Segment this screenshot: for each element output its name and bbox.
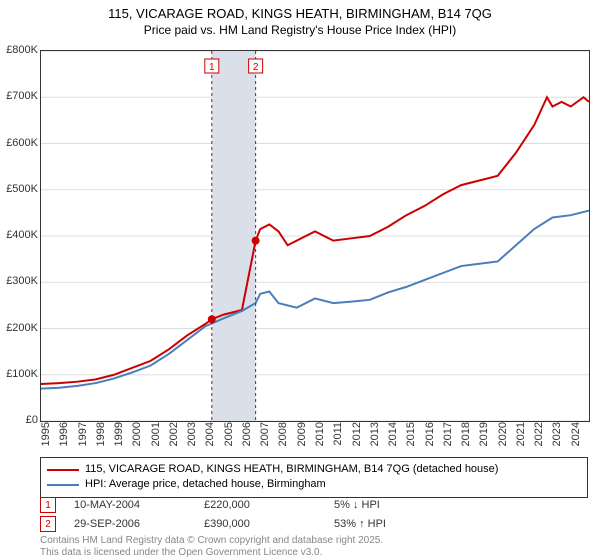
y-tick-label: £100K [6,368,38,380]
x-tick-label: 2003 [186,422,198,446]
transaction-price: £220,000 [204,499,334,511]
x-tick-label: 2018 [460,422,472,446]
x-tick-label: 1995 [40,422,52,446]
x-tick-label: 2020 [497,422,509,446]
x-tick-label: 2022 [533,422,545,446]
transaction-date: 29-SEP-2006 [74,518,204,530]
y-tick-label: £0 [26,414,38,426]
y-tick-label: £200K [6,322,38,334]
transaction-marker-icon: 1 [40,497,56,513]
chart-title-block: 115, VICARAGE ROAD, KINGS HEATH, BIRMING… [0,0,600,38]
x-tick-label: 2015 [405,422,417,446]
x-tick-label: 2005 [223,422,235,446]
x-tick-label: 2010 [314,422,326,446]
y-tick-label: £800K [6,44,38,56]
x-tick-label: 1997 [77,422,89,446]
x-tick-label: 1999 [113,422,125,446]
title-line1: 115, VICARAGE ROAD, KINGS HEATH, BIRMING… [0,6,600,23]
x-tick-label: 1998 [95,422,107,446]
transaction-row: 2 29-SEP-2006£390,00053% ↑ HPI [40,516,464,532]
transaction-delta: 5% ↓ HPI [334,499,464,511]
y-tick-label: £600K [6,137,38,149]
x-tick-label: 2000 [131,422,143,446]
legend-row-hpi: HPI: Average price, detached house, Birm… [47,477,581,492]
y-tick-label: £500K [6,183,38,195]
x-tick-label: 2013 [369,422,381,446]
legend-row-property: 115, VICARAGE ROAD, KINGS HEATH, BIRMING… [47,462,581,477]
credits-line1: Contains HM Land Registry data © Crown c… [40,535,383,547]
legend-box: 115, VICARAGE ROAD, KINGS HEATH, BIRMING… [40,457,588,498]
y-tick-label: £700K [6,90,38,102]
series-property [41,97,589,384]
credits-line2: This data is licensed under the Open Gov… [40,547,383,559]
legend-swatch-hpi [47,484,79,486]
transaction-date: 10-MAY-2004 [74,499,204,511]
x-tick-label: 2006 [241,422,253,446]
y-tick-label: £300K [6,275,38,287]
legend-label-hpi: HPI: Average price, detached house, Birm… [85,477,326,492]
x-tick-label: 2019 [478,422,490,446]
x-tick-label: 2017 [442,422,454,446]
x-tick-label: 2002 [168,422,180,446]
sale-marker-label-1: 1 [209,62,215,73]
transaction-row: 1 10-MAY-2004£220,0005% ↓ HPI [40,497,464,513]
y-tick-label: £400K [6,229,38,241]
x-tick-label: 2009 [296,422,308,446]
x-tick-label: 2024 [570,422,582,446]
legend-label-property: 115, VICARAGE ROAD, KINGS HEATH, BIRMING… [85,462,498,477]
chart-plot-area: 12 [40,50,590,422]
x-tick-label: 2011 [332,422,344,446]
title-line2: Price paid vs. HM Land Registry's House … [0,23,600,39]
x-tick-label: 2007 [259,422,271,446]
series-hpi [41,211,589,389]
x-tick-label: 2023 [551,422,563,446]
x-tick-label: 1996 [58,422,70,446]
x-tick-label: 2004 [204,422,216,446]
transaction-delta: 53% ↑ HPI [334,518,464,530]
x-tick-label: 2001 [150,422,162,446]
transaction-price: £390,000 [204,518,334,530]
x-tick-label: 2014 [387,422,399,446]
transaction-marker-icon: 2 [40,516,56,532]
sale-marker-label-2: 2 [253,62,259,73]
credits-block: Contains HM Land Registry data © Crown c… [40,535,383,559]
legend-swatch-property [47,469,79,471]
x-tick-label: 2021 [515,422,527,446]
x-tick-label: 2008 [277,422,289,446]
x-tick-label: 2016 [424,422,436,446]
x-tick-label: 2012 [351,422,363,446]
